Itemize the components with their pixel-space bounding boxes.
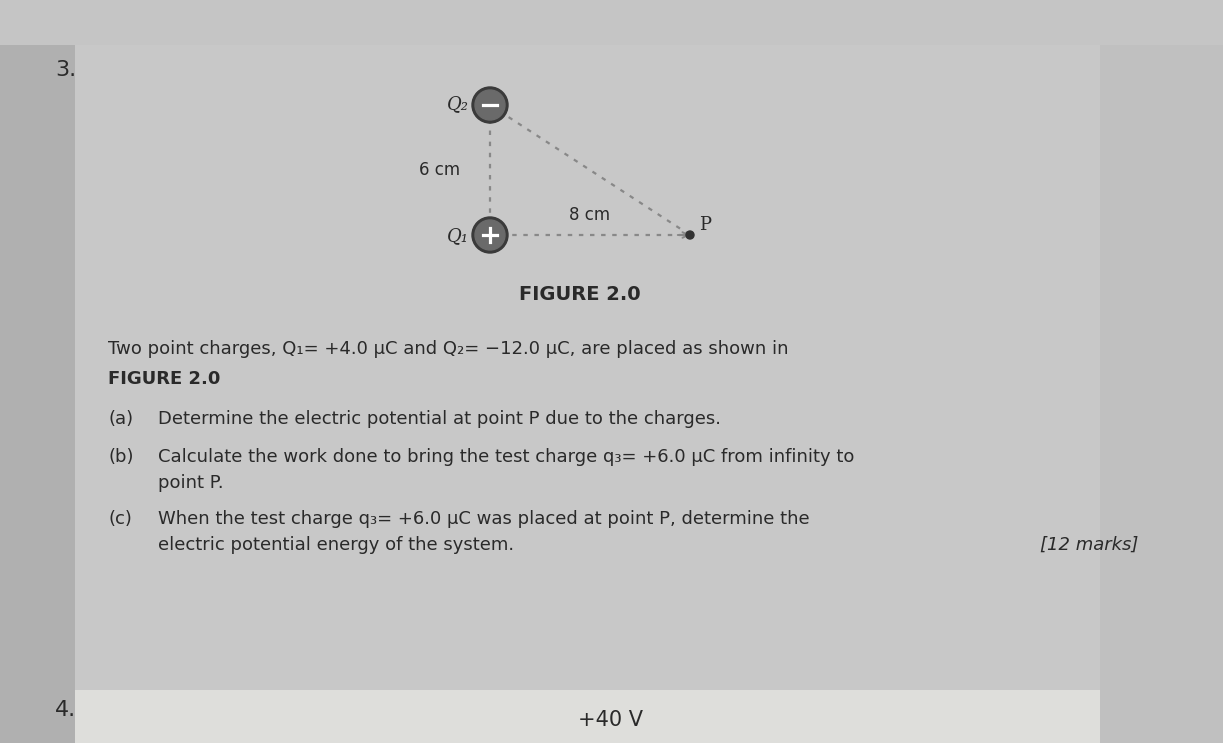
Text: When the test charge q₃= +6.0 μC was placed at point P, determine the: When the test charge q₃= +6.0 μC was pla… xyxy=(158,510,810,528)
Text: P: P xyxy=(700,216,711,234)
FancyBboxPatch shape xyxy=(0,0,75,743)
FancyBboxPatch shape xyxy=(75,690,1099,743)
Text: 4.: 4. xyxy=(55,700,76,720)
Text: FIGURE 2.0: FIGURE 2.0 xyxy=(108,370,220,388)
Text: 8 cm: 8 cm xyxy=(570,206,610,224)
Text: 3.: 3. xyxy=(55,60,76,80)
Text: Q₁: Q₁ xyxy=(446,227,468,245)
Text: Two point charges, Q₁= +4.0 μC and Q₂= −12.0 μC, are placed as shown in: Two point charges, Q₁= +4.0 μC and Q₂= −… xyxy=(108,340,789,358)
Text: FIGURE 2.0: FIGURE 2.0 xyxy=(520,285,641,304)
Text: (c): (c) xyxy=(108,510,132,528)
Circle shape xyxy=(472,87,508,123)
Text: (b): (b) xyxy=(108,448,133,466)
Circle shape xyxy=(475,90,505,120)
Circle shape xyxy=(686,231,693,239)
Circle shape xyxy=(475,220,505,250)
Circle shape xyxy=(472,217,508,253)
Text: Calculate the work done to bring the test charge q₃= +6.0 μC from infinity to: Calculate the work done to bring the tes… xyxy=(158,448,855,466)
Text: electric potential energy of the system.: electric potential energy of the system. xyxy=(158,536,514,554)
Text: Determine the electric potential at point P due to the charges.: Determine the electric potential at poin… xyxy=(158,410,722,428)
FancyBboxPatch shape xyxy=(1099,0,1223,743)
Text: 6 cm: 6 cm xyxy=(419,161,461,179)
Text: Q₂: Q₂ xyxy=(446,95,468,113)
Text: +40 V: +40 V xyxy=(578,710,643,730)
Text: point P.: point P. xyxy=(158,474,224,492)
Text: (a): (a) xyxy=(108,410,133,428)
Text: [12 marks]: [12 marks] xyxy=(1040,536,1139,554)
FancyBboxPatch shape xyxy=(0,0,1223,45)
